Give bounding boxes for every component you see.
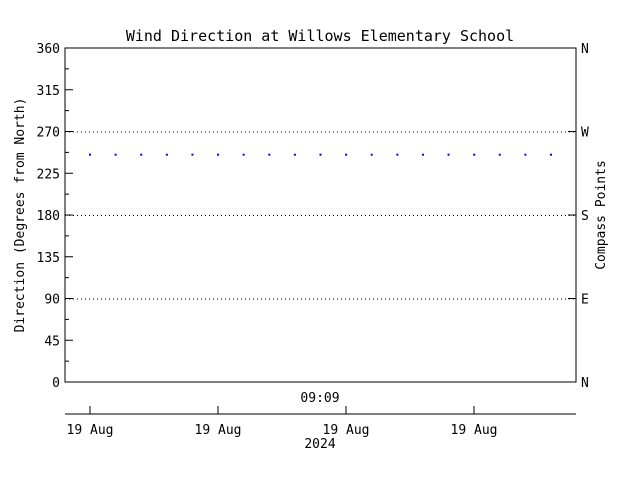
y-axis-title: Direction (Degrees from North) xyxy=(13,98,28,333)
data-point xyxy=(140,153,143,156)
y-tick-label: 0 xyxy=(52,376,60,391)
reference-lines xyxy=(65,131,576,300)
data-point xyxy=(165,153,168,156)
compass-label-n: N xyxy=(581,376,589,391)
data-point xyxy=(550,153,552,156)
compass-label-e: E xyxy=(581,293,589,308)
compass-label-w: W xyxy=(581,126,589,141)
compass-label-s: S xyxy=(581,209,589,224)
data-point xyxy=(319,153,322,156)
y-tick-label: 360 xyxy=(37,42,60,57)
x-tick-label: 19 Aug xyxy=(323,423,370,438)
compass-label-n: N xyxy=(581,42,589,57)
data-point xyxy=(217,153,220,156)
data-point xyxy=(114,153,117,156)
data-point xyxy=(345,153,348,156)
compass-axis-ticks: N E S W N xyxy=(568,42,589,391)
y-tick-label: 180 xyxy=(37,209,60,224)
data-point xyxy=(191,153,194,156)
data-point xyxy=(524,153,527,156)
y-tick-label: 135 xyxy=(37,251,60,266)
data-point xyxy=(473,153,476,156)
x-year-label: 2024 xyxy=(304,437,335,452)
data-points xyxy=(89,153,552,156)
time-label: 09:09 xyxy=(300,391,339,406)
data-point xyxy=(447,153,450,156)
x-tick-label: 19 Aug xyxy=(195,423,242,438)
y2-axis-title: Compass Points xyxy=(594,160,609,270)
data-point xyxy=(242,153,245,156)
y-tick-label: 90 xyxy=(44,293,60,308)
y-tick-label: 225 xyxy=(37,167,60,182)
chart-title: Wind Direction at Willows Elementary Sch… xyxy=(126,27,514,45)
y-tick-label: 270 xyxy=(37,126,60,141)
data-point xyxy=(421,153,424,156)
data-point xyxy=(89,153,91,156)
y-tick-label: 45 xyxy=(44,334,60,349)
data-point xyxy=(370,153,373,156)
x-tick-label: 19 Aug xyxy=(67,423,114,438)
data-point xyxy=(498,153,501,156)
data-point xyxy=(268,153,271,156)
x-axis-ticks: 19 Aug 19 Aug 19 Aug 19 Aug xyxy=(67,406,498,438)
x-tick-label: 19 Aug xyxy=(451,423,498,438)
y-axis-ticks: 0 45 90 135 180 225 270 315 360 xyxy=(37,42,73,391)
data-point xyxy=(396,153,399,156)
y-tick-label: 315 xyxy=(37,84,60,99)
data-point xyxy=(293,153,296,156)
